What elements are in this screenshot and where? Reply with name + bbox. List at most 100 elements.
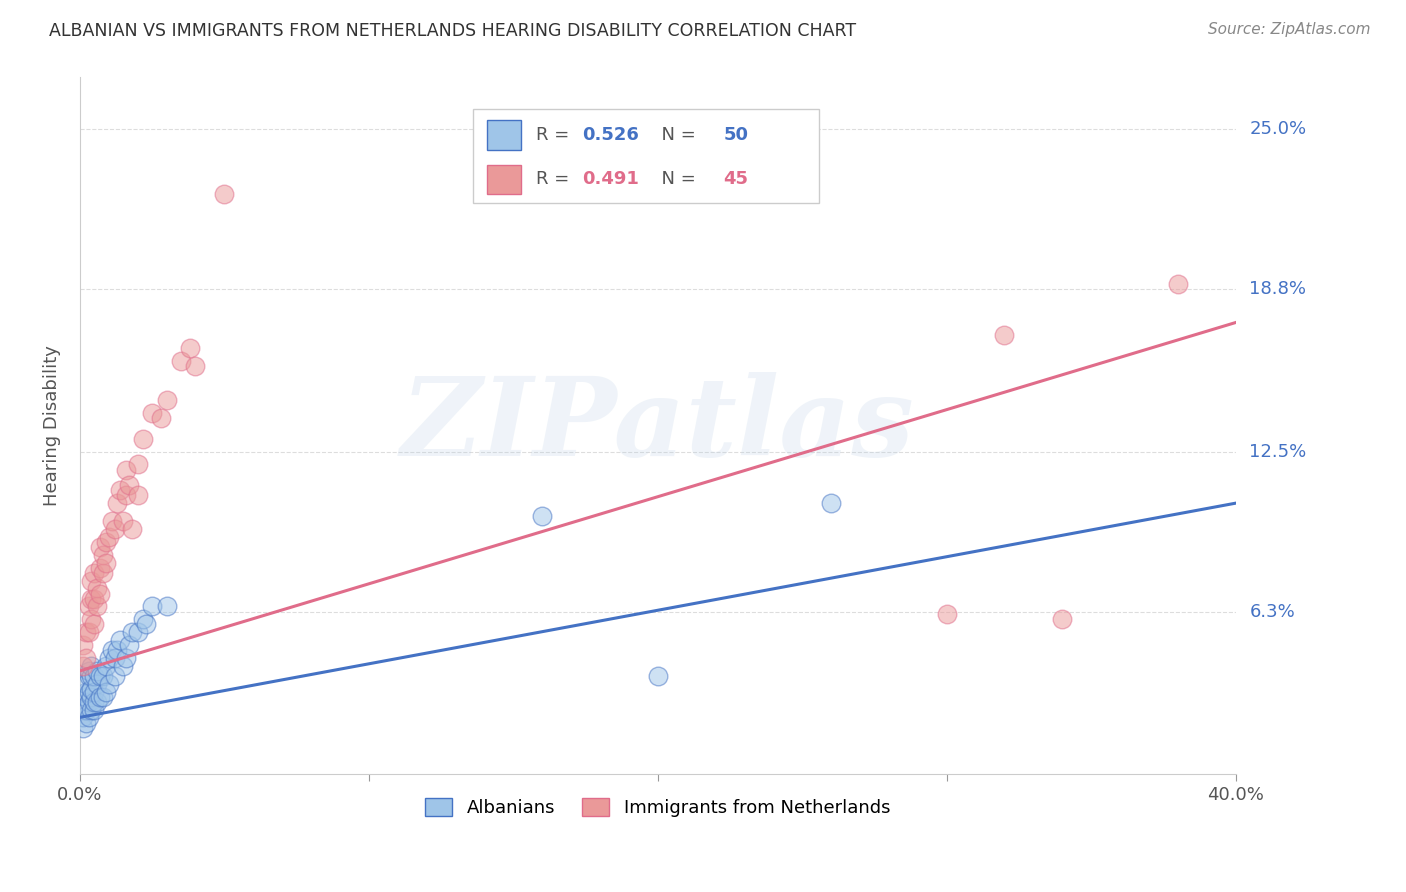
Point	[75, 703, 97, 717]
Point	[97, 530, 120, 544]
Point	[77, 669, 100, 683]
Point	[184, 359, 207, 374]
Point	[72, 638, 94, 652]
Point	[110, 632, 132, 647]
Point	[89, 560, 111, 574]
Point	[127, 625, 149, 640]
Point	[80, 612, 103, 626]
Point	[121, 522, 143, 536]
Text: 0.491: 0.491	[582, 170, 640, 188]
Point	[141, 599, 163, 614]
Point	[993, 328, 1015, 343]
Text: ALBANIAN VS IMMIGRANTS FROM NETHERLANDS HEARING DISABILITY CORRELATION CHART: ALBANIAN VS IMMIGRANTS FROM NETHERLANDS …	[49, 22, 856, 40]
Point	[100, 643, 122, 657]
Point	[77, 664, 100, 678]
Y-axis label: Hearing Disability: Hearing Disability	[44, 345, 60, 507]
Point	[132, 612, 155, 626]
Point	[531, 509, 554, 524]
Point	[80, 703, 103, 717]
Point	[103, 651, 125, 665]
Point	[77, 684, 100, 698]
Point	[115, 488, 138, 502]
Point	[118, 638, 141, 652]
Point	[75, 690, 97, 704]
Point	[72, 703, 94, 717]
Point	[75, 684, 97, 698]
Bar	[486, 120, 522, 150]
Point	[155, 392, 177, 407]
Point	[83, 684, 105, 698]
Point	[820, 496, 842, 510]
Point	[80, 574, 103, 588]
Point	[83, 566, 105, 580]
Point	[86, 677, 108, 691]
Point	[80, 669, 103, 683]
Point	[127, 458, 149, 472]
Text: R =: R =	[536, 170, 575, 188]
Point	[89, 669, 111, 683]
Point	[155, 599, 177, 614]
Point	[141, 406, 163, 420]
Point	[89, 540, 111, 554]
Point	[89, 690, 111, 704]
Point	[80, 658, 103, 673]
Point	[72, 710, 94, 724]
Point	[75, 715, 97, 730]
Point	[91, 548, 114, 562]
Text: 25.0%: 25.0%	[1250, 120, 1306, 138]
Point	[132, 432, 155, 446]
Point	[170, 354, 193, 368]
Legend: Albanians, Immigrants from Netherlands: Albanians, Immigrants from Netherlands	[418, 790, 897, 824]
Point	[77, 695, 100, 709]
Point	[94, 556, 117, 570]
Text: Source: ZipAtlas.com: Source: ZipAtlas.com	[1208, 22, 1371, 37]
Point	[94, 535, 117, 549]
Point	[86, 599, 108, 614]
Text: 6.3%: 6.3%	[1250, 603, 1295, 621]
Text: 12.5%: 12.5%	[1250, 442, 1306, 460]
Point	[77, 625, 100, 640]
Point	[103, 522, 125, 536]
Point	[115, 651, 138, 665]
Text: 45: 45	[724, 170, 748, 188]
Point	[86, 582, 108, 596]
Point	[83, 695, 105, 709]
Text: R =: R =	[536, 126, 575, 145]
Point	[83, 703, 105, 717]
FancyBboxPatch shape	[472, 109, 820, 202]
Point	[77, 599, 100, 614]
Point	[179, 342, 201, 356]
Point	[75, 677, 97, 691]
Text: 0.526: 0.526	[582, 126, 640, 145]
Point	[91, 566, 114, 580]
Point	[75, 625, 97, 640]
Point	[107, 496, 129, 510]
Text: ZIPatlas: ZIPatlas	[401, 372, 915, 480]
Point	[135, 617, 157, 632]
Point	[94, 684, 117, 698]
Point	[1050, 612, 1073, 626]
Text: N =: N =	[650, 126, 702, 145]
Point	[127, 488, 149, 502]
Point	[97, 651, 120, 665]
Point	[100, 514, 122, 528]
Point	[214, 186, 236, 201]
Bar	[486, 165, 522, 194]
Point	[80, 681, 103, 696]
Point	[107, 643, 129, 657]
Text: 50: 50	[724, 126, 748, 145]
Point	[91, 669, 114, 683]
Point	[86, 695, 108, 709]
Point	[110, 483, 132, 498]
Point	[115, 463, 138, 477]
Point	[112, 514, 135, 528]
Point	[1167, 277, 1189, 291]
Point	[80, 591, 103, 606]
Point	[72, 658, 94, 673]
Point	[103, 669, 125, 683]
Point	[72, 721, 94, 735]
Text: N =: N =	[650, 170, 702, 188]
Point	[83, 669, 105, 683]
Point	[121, 625, 143, 640]
Point	[149, 411, 172, 425]
